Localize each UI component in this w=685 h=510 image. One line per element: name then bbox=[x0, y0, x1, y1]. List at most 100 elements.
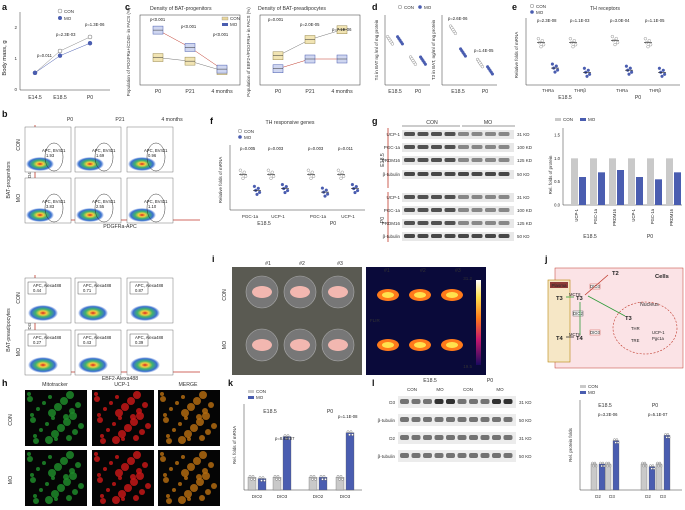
g-band bbox=[485, 158, 496, 162]
l-bar bbox=[598, 463, 606, 491]
h-cell bbox=[121, 463, 129, 471]
l-point bbox=[659, 464, 663, 468]
l-band bbox=[469, 435, 478, 440]
k-bar-chart bbox=[247, 430, 355, 491]
b-gate-label: APC, Alexa488 bbox=[33, 283, 62, 288]
e-points-point bbox=[572, 39, 576, 43]
e-points-point bbox=[568, 37, 572, 41]
h-cell bbox=[136, 472, 144, 480]
h-cell bbox=[54, 437, 58, 441]
i-pup bbox=[252, 286, 272, 298]
g-band bbox=[417, 234, 429, 238]
svg-text:P0: P0 bbox=[487, 378, 493, 384]
h-cell bbox=[208, 462, 214, 468]
g-bar bbox=[636, 177, 643, 205]
a-data-points bbox=[32, 34, 93, 76]
h-cell bbox=[166, 434, 170, 438]
g-band bbox=[498, 195, 510, 199]
h-cell bbox=[181, 409, 189, 417]
svg-text:D3: D3 bbox=[660, 494, 666, 499]
f-points-point bbox=[350, 182, 354, 187]
svg-text:T2: T2 bbox=[612, 271, 619, 277]
svg-text:D3: D3 bbox=[609, 494, 615, 499]
g-band-size: 31 KD bbox=[517, 132, 530, 137]
h-cell bbox=[199, 451, 207, 459]
g-band-label: PRDM16 bbox=[382, 221, 401, 226]
b-gate-label: APC, BV421 bbox=[42, 148, 66, 153]
b-gate-value: 0.71 bbox=[83, 288, 92, 293]
f-points-point bbox=[354, 184, 358, 189]
h-cell bbox=[127, 397, 135, 405]
g-band bbox=[404, 132, 415, 136]
e-points-point bbox=[660, 74, 664, 78]
h-cell bbox=[66, 435, 72, 441]
l-band bbox=[469, 417, 478, 422]
panel-g: g CON MO E18.5 P0 UCP-1 31 KD PGC-1a 100 KD… bbox=[372, 116, 682, 242]
panel-letter-c: c bbox=[125, 2, 130, 12]
a-xtick: P0 bbox=[87, 95, 93, 101]
g-band bbox=[404, 208, 415, 212]
e-points-point bbox=[628, 66, 632, 70]
l-band bbox=[446, 435, 455, 440]
h-cell bbox=[184, 416, 188, 420]
a-series-line bbox=[34, 42, 91, 74]
panel-letter-j: j bbox=[544, 254, 548, 264]
f-points-point bbox=[306, 168, 310, 172]
i-thermal-core bbox=[382, 292, 394, 298]
h-cell bbox=[124, 484, 132, 492]
svg-text:4 months: 4 months bbox=[161, 117, 183, 123]
e-points-point bbox=[643, 37, 647, 41]
l-bar bbox=[604, 463, 612, 491]
i-pup bbox=[290, 286, 310, 298]
svg-text:Relative folds of mRNA: Relative folds of mRNA bbox=[218, 157, 223, 204]
svg-text:#1: #1 bbox=[384, 268, 390, 274]
k-point bbox=[314, 478, 317, 481]
svg-text:4 months: 4 months bbox=[331, 89, 353, 95]
g-band bbox=[444, 145, 456, 149]
g-blot-strip bbox=[402, 206, 514, 215]
k-point bbox=[261, 476, 265, 479]
panel-letter-a: a bbox=[2, 2, 8, 12]
f-points-point bbox=[342, 174, 346, 178]
k-point bbox=[248, 475, 252, 478]
h-cell bbox=[51, 416, 55, 420]
b-density bbox=[76, 208, 104, 222]
l-band bbox=[411, 453, 421, 458]
svg-text:31.2: 31.2 bbox=[463, 276, 472, 281]
h-cell bbox=[166, 438, 172, 444]
h-cell bbox=[172, 488, 176, 492]
l-point bbox=[667, 436, 671, 439]
g-band bbox=[458, 145, 469, 149]
svg-text:TH responsive genes: TH responsive genes bbox=[265, 120, 314, 126]
g-band bbox=[431, 221, 442, 225]
b-gate-value: 1.93 bbox=[46, 153, 55, 158]
svg-text:Relative folds of mRNA: Relative folds of mRNA bbox=[514, 32, 519, 79]
f-points-point bbox=[324, 188, 328, 192]
h-cell bbox=[33, 494, 37, 498]
h-cell bbox=[118, 490, 126, 498]
b-density bbox=[26, 157, 54, 171]
b-gate-label: APC, Alexa488 bbox=[135, 335, 164, 340]
l-point bbox=[616, 441, 620, 444]
h-cell bbox=[118, 416, 122, 420]
f-points-point bbox=[323, 194, 327, 198]
svg-text:MO: MO bbox=[536, 10, 544, 15]
e-points-point bbox=[550, 62, 554, 66]
h-cell bbox=[178, 436, 186, 444]
h-cell bbox=[75, 402, 81, 408]
h-cell bbox=[39, 488, 43, 492]
e-points-point bbox=[573, 43, 578, 47]
panel-f: f TH responsive genes CON MO Relative fo… bbox=[210, 116, 365, 227]
h-cell bbox=[30, 417, 36, 423]
h-cell bbox=[60, 457, 68, 465]
k-point bbox=[348, 433, 351, 436]
d-point bbox=[400, 42, 404, 46]
b-density bbox=[28, 305, 58, 321]
f-points-point bbox=[280, 182, 284, 187]
h-cell bbox=[118, 476, 122, 480]
l-band bbox=[400, 417, 409, 422]
e-points-point bbox=[555, 68, 560, 72]
g-blot-strip bbox=[402, 193, 514, 202]
d-point bbox=[390, 42, 394, 46]
